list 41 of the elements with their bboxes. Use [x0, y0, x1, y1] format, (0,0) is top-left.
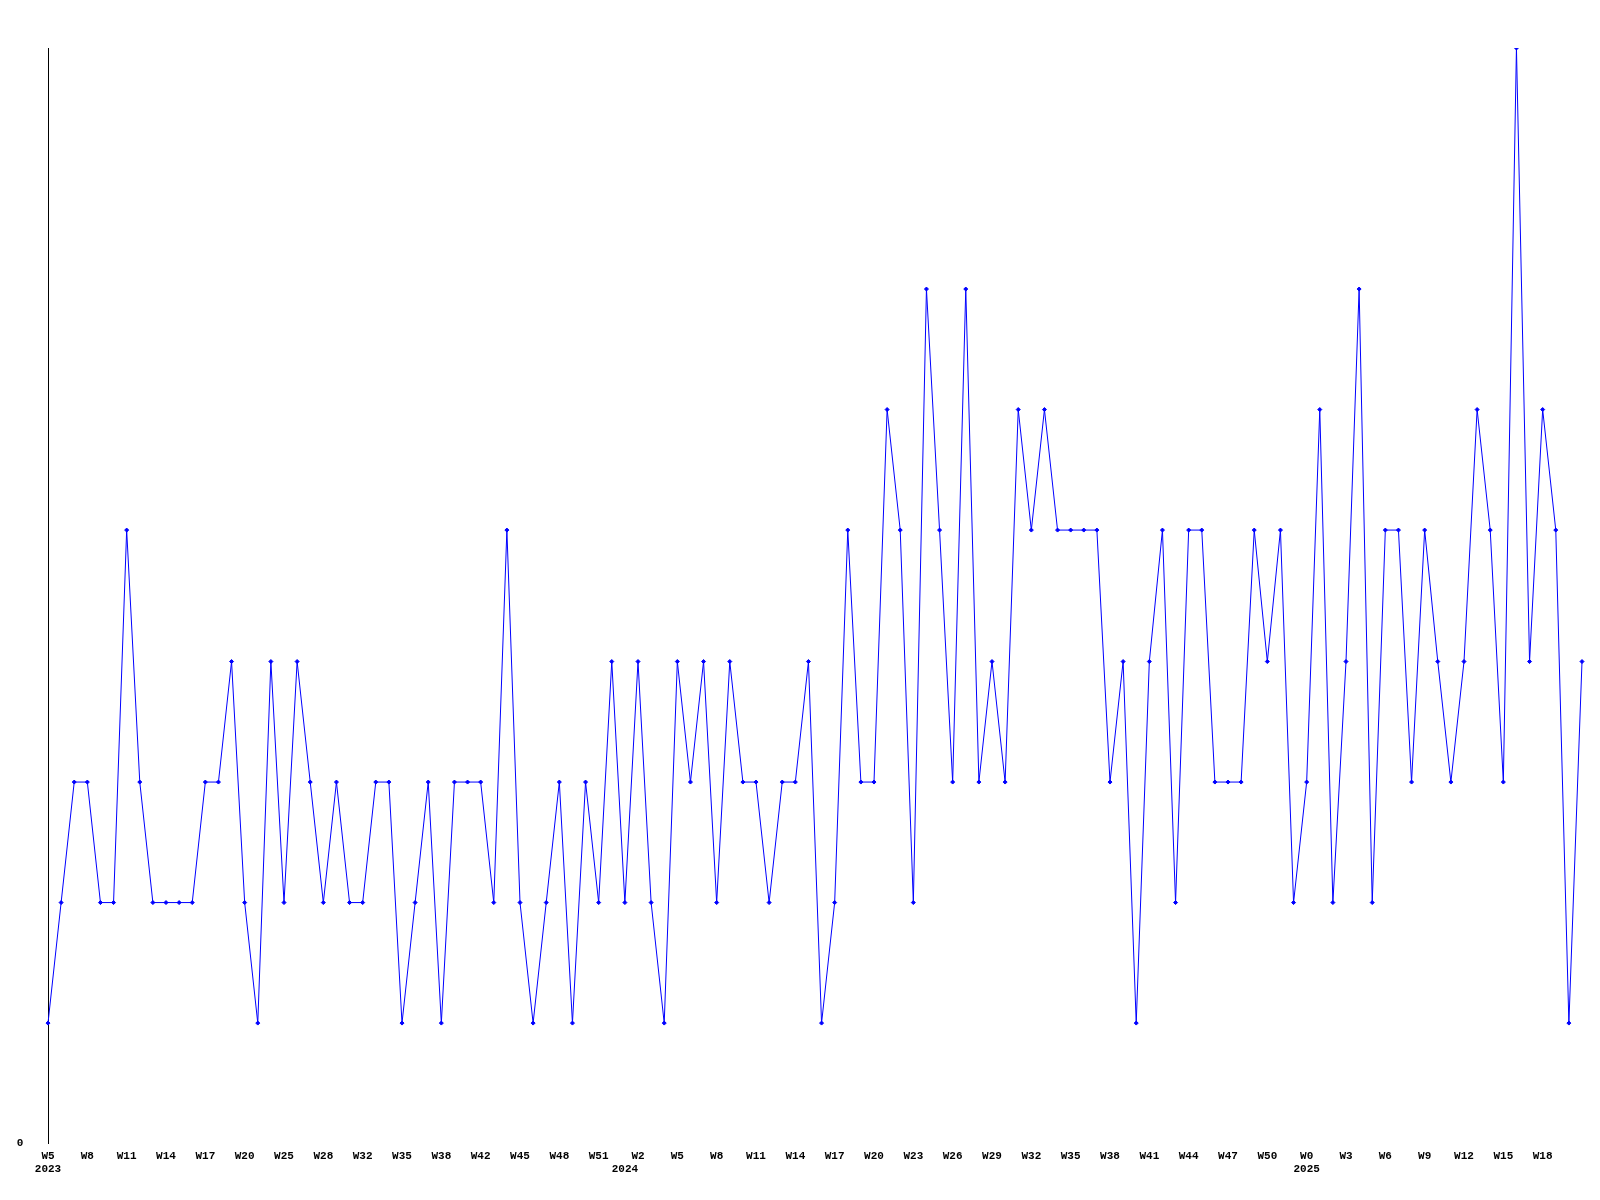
- x-tick-label: W20: [864, 1149, 884, 1162]
- x-tick-label: W8: [80, 1149, 95, 1162]
- x-tick-label: W41: [1139, 1149, 1160, 1162]
- x-tick-label: W48: [549, 1149, 570, 1162]
- x-tick-label: W12: [1454, 1149, 1474, 1162]
- x-tick-label: W45: [510, 1149, 531, 1162]
- x-tick-label: W50: [1257, 1149, 1278, 1162]
- x-tick-label: W20: [234, 1149, 255, 1162]
- x-tick-label: W38: [1100, 1149, 1121, 1162]
- x-tick-label: W35: [392, 1149, 413, 1162]
- x-tick-label: W11: [746, 1149, 767, 1162]
- x-tick-label: W32: [352, 1149, 373, 1162]
- x-tick-label: W0 2025: [1293, 1149, 1321, 1176]
- x-tick-label: W2: [631, 1149, 645, 1162]
- x-tick-label: W5 2023: [34, 1149, 62, 1176]
- x-tick-label: W9: [1418, 1149, 1432, 1162]
- x-tick-label: W11: [116, 1149, 137, 1162]
- x-tick-label: W42: [470, 1149, 491, 1162]
- x-tick-label: 2024: [611, 1163, 639, 1176]
- x-tick-label: W3: [1339, 1149, 1353, 1162]
- x-tick-label: W44: [1178, 1149, 1199, 1162]
- x-tick-label: W6: [1378, 1149, 1392, 1162]
- x-tick-label: W18: [1532, 1149, 1553, 1162]
- x-tick-label: W35: [1060, 1149, 1081, 1162]
- x-tick-label: W17: [195, 1149, 216, 1162]
- x-tick-label: W32: [1021, 1149, 1042, 1162]
- x-tick-label: W17: [824, 1149, 845, 1162]
- x-tick-label: W28: [313, 1149, 334, 1162]
- x-tick-label: W29: [982, 1149, 1002, 1162]
- x-tick-label: W15: [1493, 1149, 1514, 1162]
- x-tick-label: W51: [588, 1149, 609, 1162]
- x-tick-label: W47: [1218, 1149, 1238, 1162]
- text: 0: [16, 1137, 24, 1150]
- x-tick-label: W8: [710, 1149, 724, 1162]
- x-tick-label: W26: [942, 1149, 963, 1162]
- x-tick-label: W5: [670, 1149, 685, 1162]
- x-tick-label: W14: [156, 1149, 177, 1162]
- x-tick-label: W23: [903, 1149, 924, 1162]
- x-tick-label: W38: [431, 1149, 452, 1162]
- x-tick-label: W14: [785, 1149, 806, 1162]
- x-tick-label: W25: [274, 1149, 295, 1162]
